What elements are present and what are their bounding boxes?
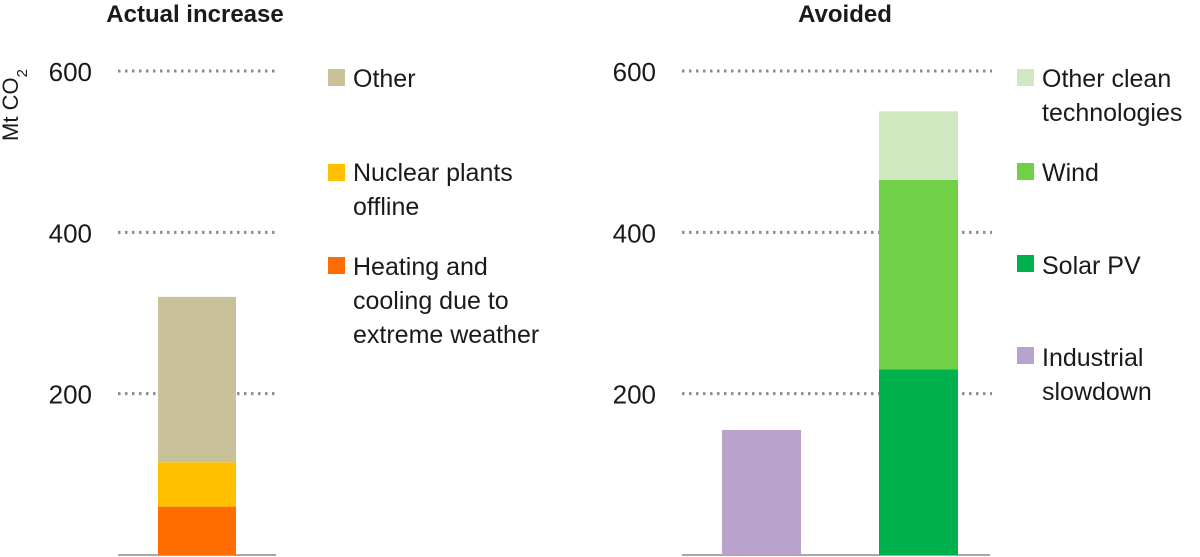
legend-label-heating-and-cooling-due-to-extreme-weather: Heating and cooling due to extreme weather — [353, 253, 539, 349]
legend-swatch-other — [328, 69, 345, 86]
y-tick-label: 200 — [613, 380, 656, 410]
chart-title: Avoided — [798, 1, 892, 28]
bar-solar-pv — [879, 369, 958, 555]
legend-label-industrial-slowdown: Industrial slowdown — [1042, 344, 1152, 406]
bar-heating-and-cooling-due-to-extreme-weather — [158, 506, 236, 555]
y-tick-label: 200 — [49, 380, 92, 410]
legend-label-other-clean-technologies: Other clean technologies — [1042, 65, 1182, 127]
legend-label-solar-pv: Solar PV — [1042, 252, 1141, 280]
bar-wind — [879, 179, 958, 370]
y-tick-label: 400 — [613, 218, 656, 248]
legend-label-other: Other — [353, 65, 416, 93]
legend-swatch-solar-pv — [1017, 255, 1034, 272]
legend-swatch-industrial-slowdown — [1017, 347, 1034, 364]
bar-nuclear-plants-offline — [158, 462, 236, 507]
bar-other-clean-technologies — [879, 111, 958, 180]
y-axis-label: Mt CO2 — [0, 69, 31, 141]
y-tick-label: 600 — [49, 57, 92, 87]
legend-swatch-other-clean-technologies — [1017, 69, 1034, 86]
bar-other — [158, 296, 236, 463]
bar-industrial-slowdown — [722, 429, 801, 555]
chart-title: Actual increase — [106, 1, 283, 28]
legend-swatch-heating-and-cooling-due-to-extreme-weather — [328, 257, 345, 274]
legend-swatch-wind — [1017, 163, 1034, 180]
y-tick-label: 600 — [613, 57, 656, 87]
y-tick-label: 400 — [49, 218, 92, 248]
legend-label-wind: Wind — [1042, 159, 1099, 187]
legend-label-nuclear-plants-offline: Nuclear plants offline — [353, 159, 513, 221]
legend-swatch-nuclear-plants-offline — [328, 164, 345, 181]
